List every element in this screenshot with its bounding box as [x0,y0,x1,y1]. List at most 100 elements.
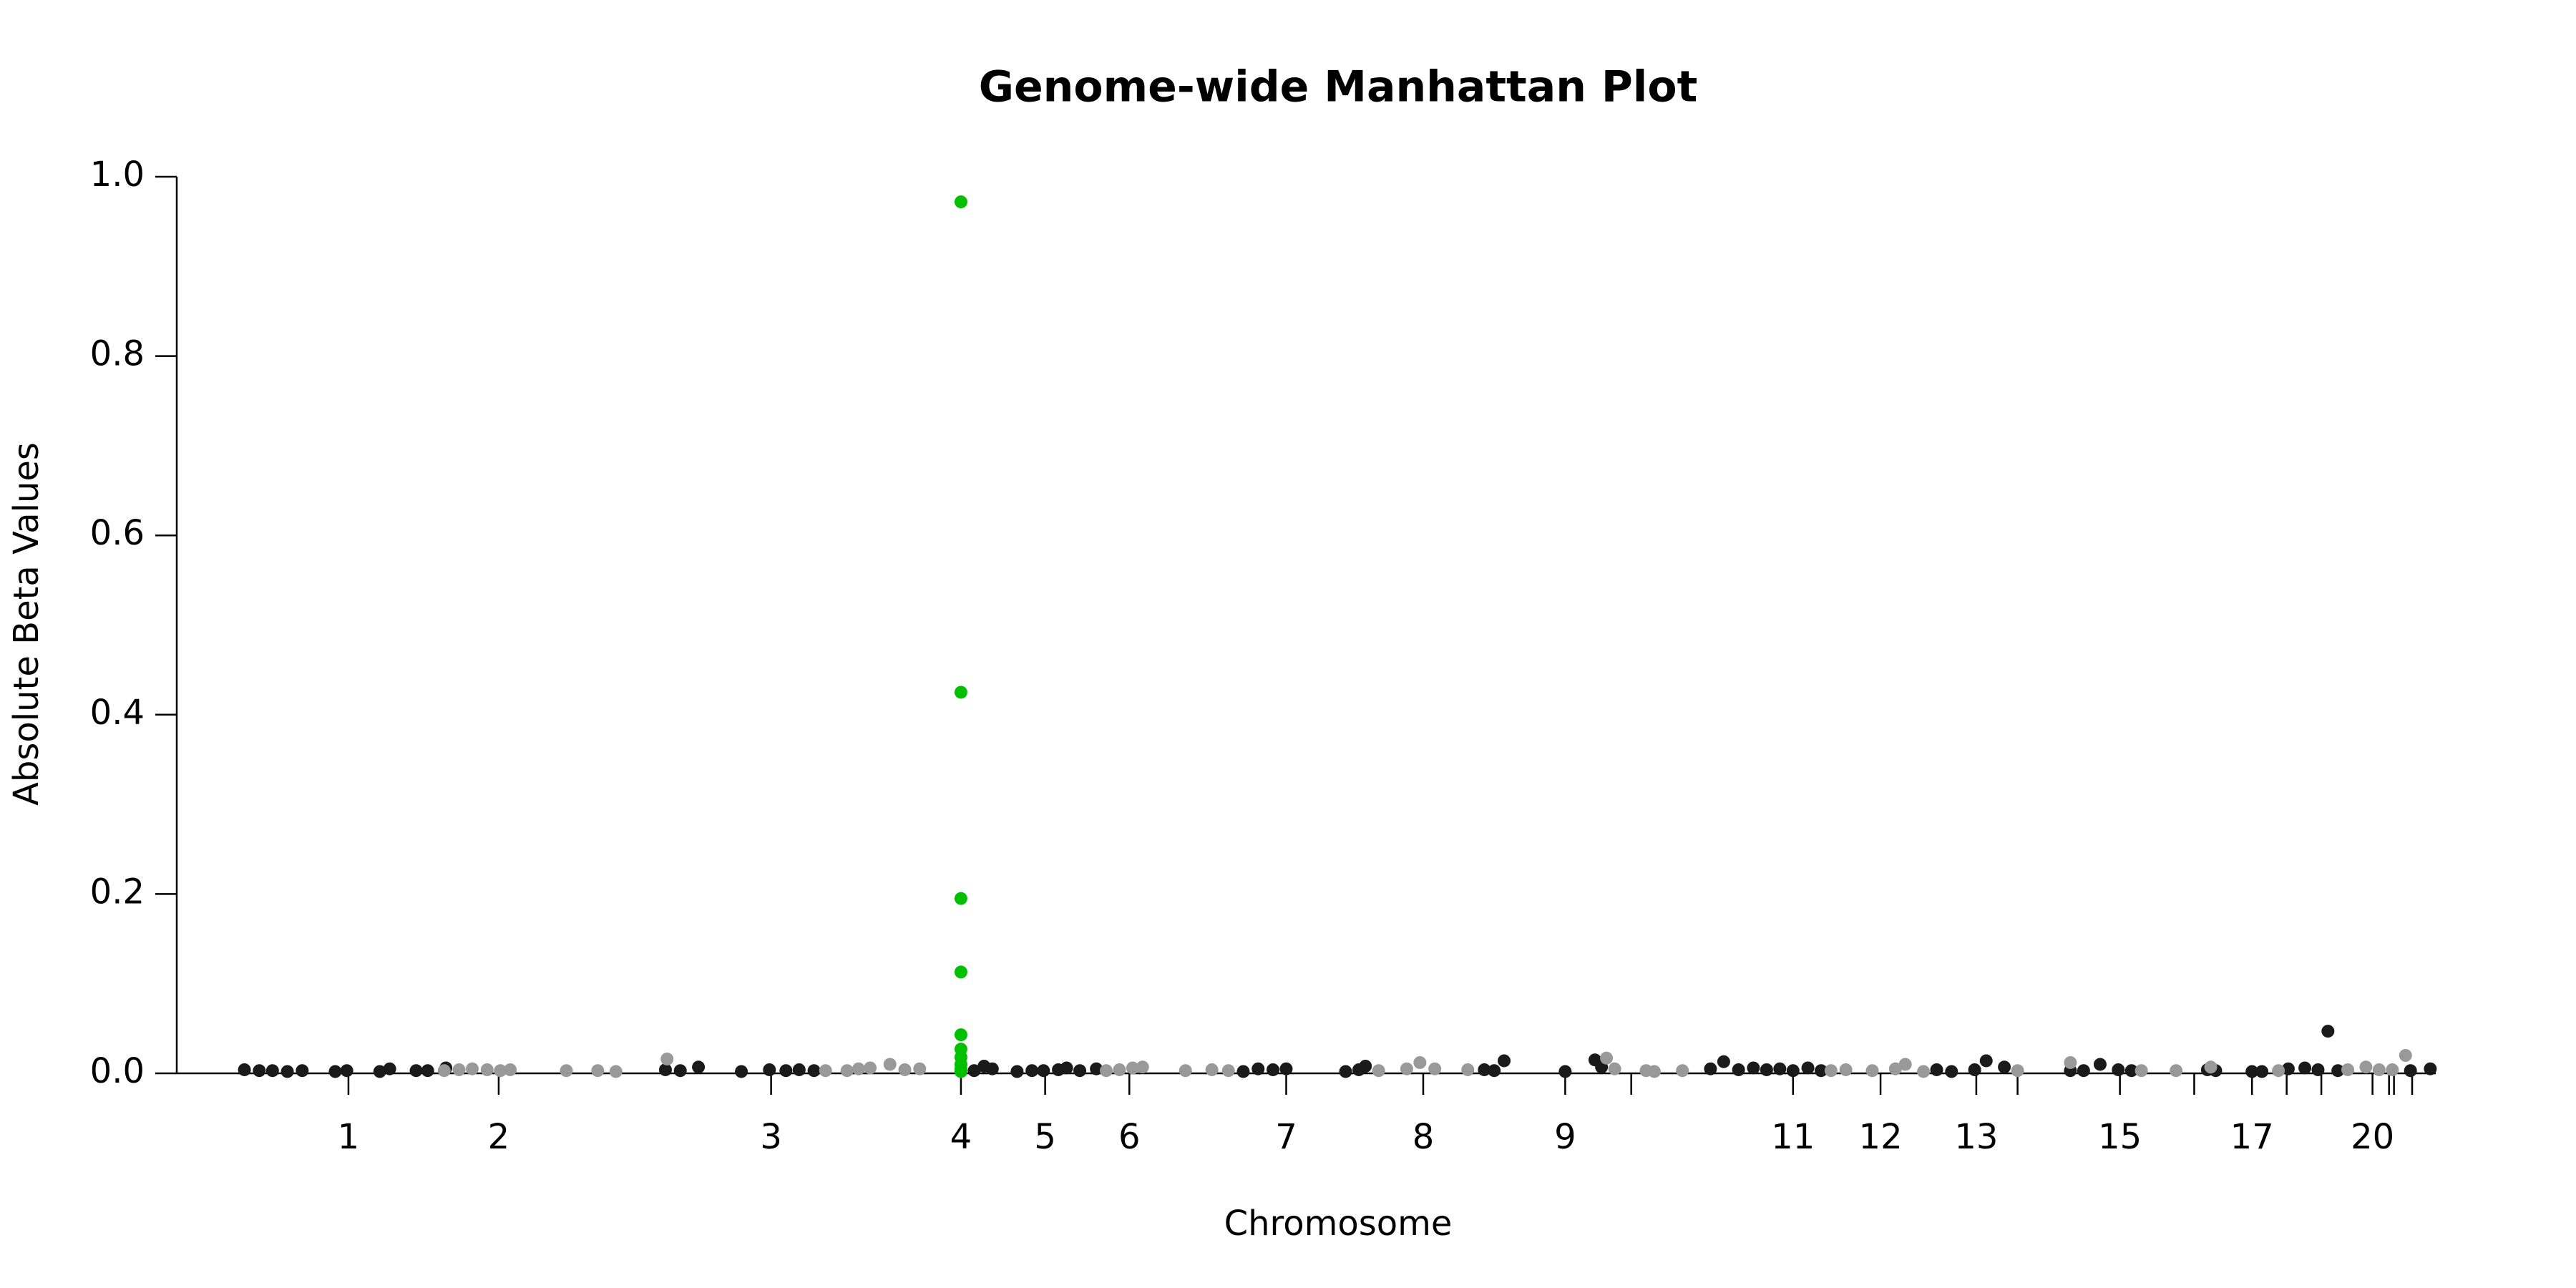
point [1236,1065,1250,1078]
point [985,1062,999,1075]
point [1717,1055,1730,1068]
x-tick-label: 9 [1554,1117,1576,1157]
point [560,1064,573,1078]
point [2341,1063,2355,1076]
point [2255,1065,2269,1078]
y-tick-label: 1.0 [90,155,145,195]
point [2077,1064,2090,1078]
point [2372,1063,2386,1076]
point [2399,1048,2412,1062]
point [898,1063,912,1076]
point [238,1063,251,1076]
point [1252,1062,1265,1075]
point [1205,1063,1219,1076]
y-tick-label: 0.0 [90,1051,145,1091]
point [340,1064,353,1078]
x-tick-label: 5 [1034,1117,1056,1157]
point [1968,1063,1981,1076]
point [2404,1064,2417,1078]
point [1488,1064,1501,1078]
point [779,1064,793,1078]
point [1839,1063,1853,1076]
x-tick-label: 17 [2230,1117,2274,1157]
point [967,1064,981,1078]
point [591,1064,605,1078]
point [2124,1064,2138,1078]
point [1060,1061,1073,1075]
point [883,1058,897,1071]
point [1025,1064,1039,1078]
point [763,1063,776,1076]
point [465,1062,479,1075]
point [1498,1054,1511,1068]
x-axis-label: Chromosome [1224,1204,1453,1244]
point [1126,1061,1139,1075]
point [1600,1051,1614,1065]
point [852,1062,865,1075]
x-tick-label: 8 [1413,1117,1435,1157]
point [954,965,967,979]
point [1267,1063,1280,1076]
point [1917,1065,1931,1078]
point [2272,1064,2285,1078]
point [1930,1063,1943,1076]
point [954,1065,967,1078]
point [913,1062,927,1075]
point [2245,1065,2259,1078]
point [792,1063,806,1076]
point [1786,1064,1800,1078]
point [1979,1054,1993,1068]
point [480,1063,494,1076]
point [504,1063,517,1076]
point [1010,1065,1024,1078]
point [735,1065,748,1078]
x-tick-label: 20 [2351,1117,2394,1157]
point [1747,1061,1760,1075]
point [1888,1062,1902,1075]
x-tick-label: 13 [1954,1117,1998,1157]
point [954,686,967,699]
point [2386,1063,2399,1076]
point [2321,1025,2335,1038]
x-tick-label: 3 [760,1117,782,1157]
x-tick-label: 1 [338,1117,360,1157]
point [1898,1058,1912,1071]
point [1339,1065,1352,1078]
point [1824,1064,1838,1078]
point [1608,1062,1621,1075]
point [409,1064,423,1078]
point [1732,1063,1745,1076]
y-tick-label: 0.8 [90,334,145,374]
point [1676,1064,1689,1078]
point [2093,1058,2107,1071]
x-tick-label: 7 [1275,1117,1297,1157]
point [1179,1064,1192,1078]
point [2170,1064,2183,1078]
point [1113,1063,1126,1076]
x-tick-label: 12 [1859,1117,1903,1157]
point [1704,1062,1717,1075]
y-axis-label: Absolute Beta Values [6,442,47,806]
point [1801,1061,1815,1075]
point [673,1064,687,1078]
point [253,1064,266,1078]
point [2424,1062,2437,1075]
point [954,195,967,209]
x-tick-label: 4 [950,1117,972,1157]
point [2311,1063,2325,1076]
point [1073,1064,1087,1078]
point [1099,1064,1113,1078]
point [692,1060,706,1074]
point [1221,1064,1235,1078]
x-tick-label: 2 [488,1117,510,1157]
point [2112,1063,2125,1076]
point [2135,1064,2148,1078]
point [265,1064,279,1078]
x-tick-label: 15 [2098,1117,2142,1157]
point [373,1065,386,1078]
point [1400,1062,1413,1075]
point [658,1063,672,1076]
point [954,892,967,905]
point [1865,1064,1879,1078]
